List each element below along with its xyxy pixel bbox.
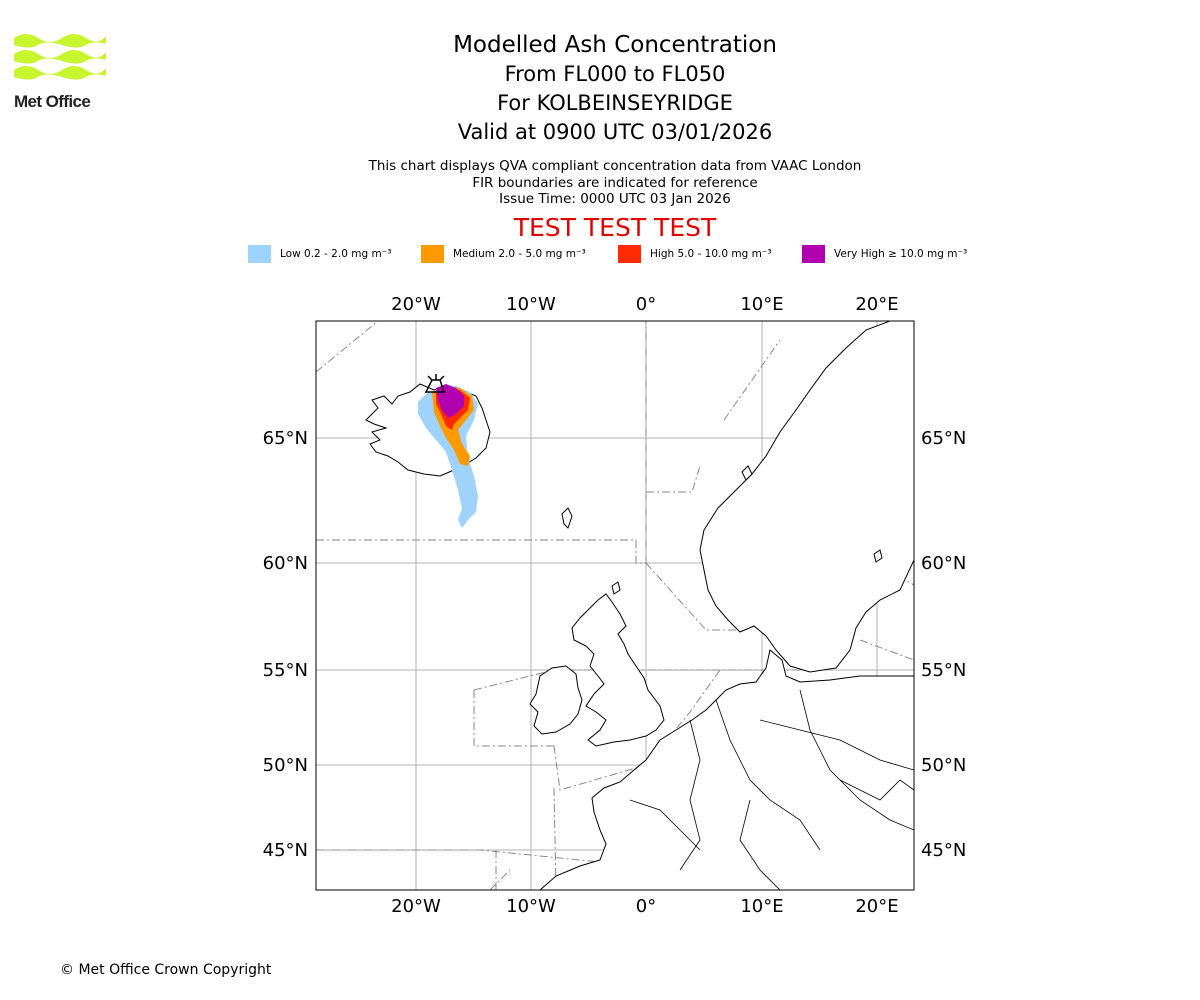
legend-item-very-high: Very High ≥ 10.0 mg m⁻³ (802, 244, 967, 264)
lat-label-right: 60°N (921, 553, 966, 574)
lat-label-left: 65°N (263, 428, 308, 449)
map-frame (315, 320, 915, 891)
legend-label-high: High 5.0 - 10.0 mg m⁻³ (650, 248, 772, 260)
legend-item-low: Low 0.2 - 2.0 mg m⁻³ (248, 244, 391, 264)
continental-europe-coast (539, 649, 914, 890)
great-britain-coast (571, 593, 665, 747)
axis-labels: 20°W 10°W 0° 10°E 20°E 20°W 10°W 0° 10°E… (263, 294, 967, 917)
met-office-logo: Met Office (14, 30, 110, 114)
legend-swatch-very-high (802, 245, 825, 263)
islands (561, 465, 883, 595)
legend-label-medium: Medium 2.0 - 5.0 mg m⁻³ (453, 248, 586, 260)
lat-label-right: 65°N (921, 428, 966, 449)
lon-label-bottom: 0° (636, 896, 656, 917)
lat-label-left: 60°N (263, 553, 308, 574)
lon-label-top: 10°E (740, 294, 783, 315)
logo-text: Met Office (14, 92, 91, 111)
volcano-marker-icon (424, 374, 446, 393)
scandinavia-coast (699, 321, 914, 673)
legend-item-high: High 5.0 - 10.0 mg m⁻³ (618, 244, 772, 264)
legend-item-medium: Medium 2.0 - 5.0 mg m⁻³ (421, 244, 586, 264)
legend-label-very-high: Very High ≥ 10.0 mg m⁻³ (834, 248, 968, 260)
test-banner: TEST TEST TEST (513, 213, 717, 242)
met-office-waves-icon (14, 34, 106, 80)
legend: Low 0.2 - 2.0 mg m⁻³ Medium 2.0 - 5.0 mg… (0, 244, 1200, 264)
lon-label-top: 20°E (855, 294, 898, 315)
lon-label-bottom: 20°E (855, 896, 898, 917)
legend-swatch-low (248, 245, 271, 263)
legend-label-low: Low 0.2 - 2.0 mg m⁻³ (280, 248, 392, 260)
lon-label-bottom: 10°E (740, 896, 783, 917)
legend-swatch-medium (421, 245, 444, 263)
copyright: © Met Office Crown Copyright (60, 962, 272, 978)
lon-label-top: 10°W (506, 294, 556, 315)
country-borders (629, 689, 914, 890)
lat-label-right: 55°N (921, 660, 966, 681)
subtitle-line-2: FIR boundaries are indicated for referen… (472, 174, 758, 191)
lat-label-left: 45°N (263, 840, 308, 861)
location-name: For KOLBEINSEYRIDGE (497, 91, 733, 115)
lon-label-bottom: 20°W (391, 896, 441, 917)
lat-label-right: 45°N (921, 840, 966, 861)
chart-titles: Modelled Ash Concentration From FL000 to… (315, 30, 915, 147)
subtitle-line-1: This chart displays QVA compliant concen… (368, 158, 862, 174)
chart-title: Modelled Ash Concentration (453, 32, 777, 58)
subtitle-line-3: Issue Time: 0000 UTC 03 Jan 2026 (499, 191, 731, 207)
subtitle-block: This chart displays QVA compliant concen… (315, 158, 915, 208)
lat-label-right: 50°N (921, 755, 966, 776)
legend-swatch-high (618, 245, 641, 263)
lat-label-left: 50°N (263, 755, 308, 776)
lon-label-top: 0° (636, 294, 656, 315)
flight-levels: From FL000 to FL050 (504, 62, 726, 86)
lon-label-top: 20°W (391, 294, 441, 315)
ireland-coast (529, 665, 583, 735)
ash-plume (418, 384, 478, 528)
valid-time: Valid at 0900 UTC 03/01/2026 (457, 120, 773, 144)
lat-label-left: 55°N (263, 660, 308, 681)
lon-label-bottom: 10°W (506, 896, 556, 917)
